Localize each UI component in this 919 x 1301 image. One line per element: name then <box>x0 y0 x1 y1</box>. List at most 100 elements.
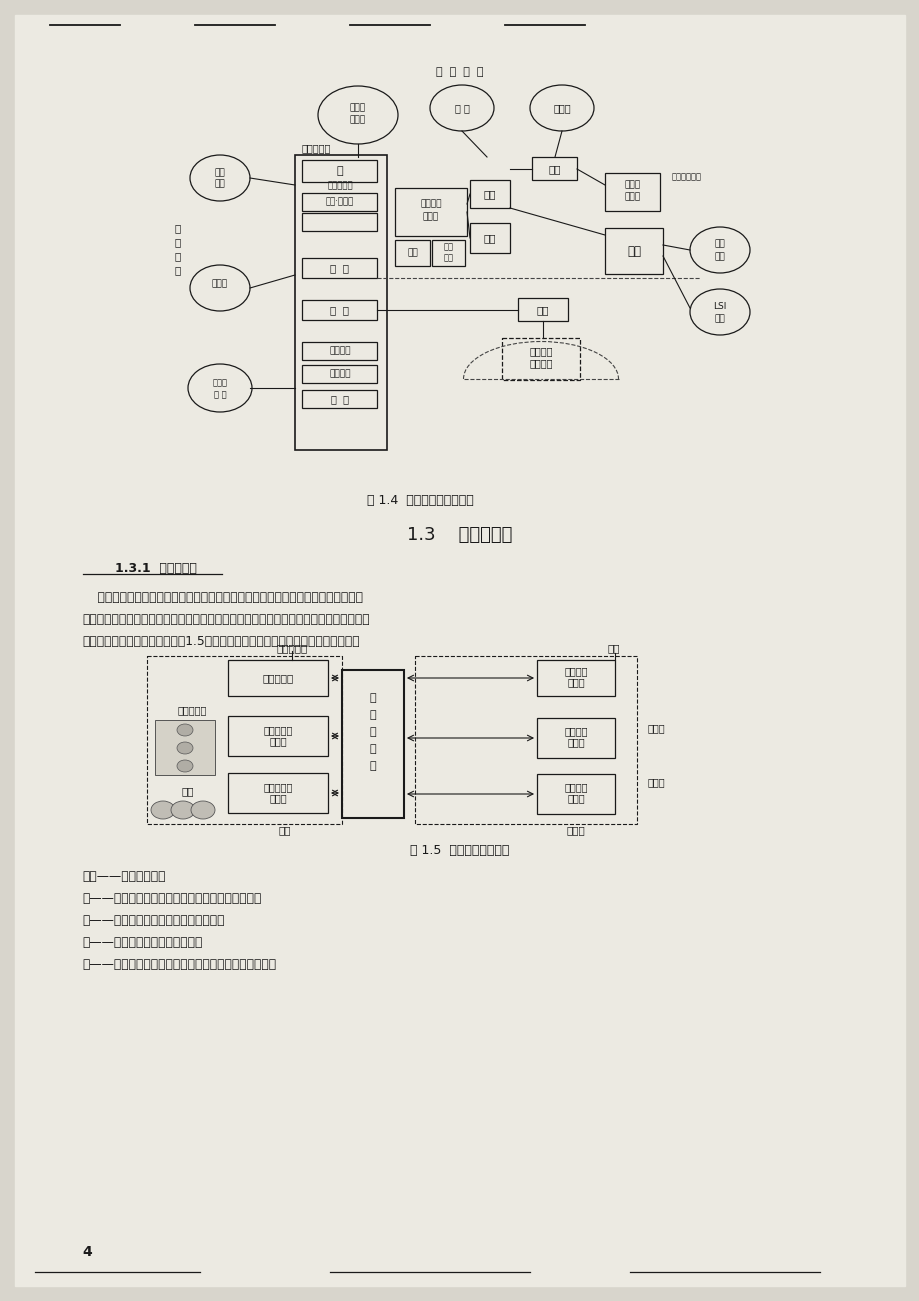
Text: 呢？首先想到的是制作和人类相似的硬件构成的系统。用计算机做机器人的头脑，并以它: 呢？首先想到的是制作和人类相似的硬件构成的系统。用计算机做机器人的头脑，并以它 <box>82 613 369 626</box>
Text: 系统: 系统 <box>714 239 724 248</box>
Bar <box>301 193 377 211</box>
Text: 程序语言: 程序语言 <box>528 358 552 368</box>
Text: 问题解决: 问题解决 <box>329 369 350 379</box>
Text: 作业: 作业 <box>444 254 453 263</box>
Text: 在追求「像人一样的机械」这一目标下，想要制造机器人，需要解决什么样的课题: 在追求「像人一样的机械」这一目标下，想要制造机器人，需要解决什么样的课题 <box>82 591 363 604</box>
Ellipse shape <box>190 265 250 311</box>
Text: LSI: LSI <box>712 302 726 311</box>
Text: 话筒: 话筒 <box>607 643 619 653</box>
Text: 中: 中 <box>369 693 376 703</box>
Text: 央: 央 <box>369 710 376 719</box>
Text: 听  觉: 听 觉 <box>330 263 349 273</box>
Bar <box>605 228 663 275</box>
Text: 近子能用: 近子能用 <box>420 199 441 208</box>
Text: 宇宙: 宇宙 <box>407 248 418 258</box>
Ellipse shape <box>429 85 494 131</box>
Text: 力学: 力学 <box>214 180 225 189</box>
Text: 口——扬声器，声音合成计算机。: 口——扬声器，声音合成计算机。 <box>82 935 202 948</box>
Bar <box>154 719 215 775</box>
Text: 生物学: 生物学 <box>211 280 228 289</box>
Text: 方: 方 <box>175 251 181 262</box>
Text: 生物: 生物 <box>214 169 225 177</box>
Text: 图 1.4  机器人研究的关系图: 图 1.4 机器人研究的关系图 <box>367 493 473 506</box>
Text: 视  觉: 视 觉 <box>330 304 349 315</box>
Bar <box>342 670 403 818</box>
Text: 高级作业: 高级作业 <box>528 346 552 356</box>
Text: 图 1.5  机器人的硬件系统: 图 1.5 机器人的硬件系统 <box>410 843 509 856</box>
Ellipse shape <box>689 226 749 273</box>
Text: 声音合成: 声音合成 <box>563 726 587 736</box>
Bar <box>301 366 377 382</box>
Bar <box>301 160 377 182</box>
Bar <box>295 155 387 450</box>
Text: 控制手臂的: 控制手臂的 <box>263 725 292 735</box>
Bar <box>228 716 328 756</box>
Bar <box>517 298 567 321</box>
Text: 险工作: 险工作 <box>349 116 366 125</box>
Text: 极限: 极限 <box>444 242 453 251</box>
Bar <box>228 773 328 813</box>
Text: 环境: 环境 <box>278 825 291 835</box>
Text: 算: 算 <box>369 744 376 755</box>
Bar <box>531 157 576 180</box>
Text: 机器人: 机器人 <box>624 193 641 202</box>
Text: 4: 4 <box>82 1245 92 1259</box>
Text: 工业用: 工业用 <box>624 181 641 190</box>
Ellipse shape <box>176 723 193 736</box>
Text: 假肢: 假肢 <box>548 164 561 174</box>
Text: 眼——电视摄像机，测量距离的系统，图像处理器。: 眼——电视摄像机，测量距离的系统，图像处理器。 <box>82 891 261 904</box>
Bar <box>537 660 614 696</box>
Text: 显示器用: 显示器用 <box>563 782 587 792</box>
Ellipse shape <box>191 801 215 820</box>
Ellipse shape <box>187 364 252 412</box>
Text: 自然语言: 自然语言 <box>329 346 350 355</box>
Text: 计算机: 计算机 <box>567 677 584 687</box>
Text: 技术: 技术 <box>714 252 724 262</box>
Text: 科 学: 科 学 <box>213 390 226 399</box>
Text: 芯机: 芯机 <box>714 315 724 324</box>
Text: 机械手: 机械手 <box>423 212 438 221</box>
Text: 研: 研 <box>175 222 181 233</box>
Text: 福利: 福利 <box>483 233 495 243</box>
Bar <box>537 718 614 758</box>
Bar <box>470 180 509 208</box>
Text: 计: 计 <box>369 727 376 736</box>
Text: 手——多关节机器人的手臂，各种传感器，控制计算机。: 手——多关节机器人的手臂，各种传感器，控制计算机。 <box>82 958 276 971</box>
Text: 电视摄像机: 电视摄像机 <box>276 643 307 653</box>
Text: 机: 机 <box>369 761 376 771</box>
Bar <box>301 390 377 409</box>
Text: 自动化: 自动化 <box>552 103 570 113</box>
Text: 计算机: 计算机 <box>567 736 584 747</box>
Text: 为中心，连接种种子系统，如图1.5所示。下面叙述这些子系统与人类器官的比较。: 为中心，连接种种子系统，如图1.5所示。下面叙述这些子系统与人类器官的比较。 <box>82 635 359 648</box>
Ellipse shape <box>171 801 195 820</box>
Text: 触觉·力感觉: 触觉·力感觉 <box>325 198 354 207</box>
Text: 检查: 检查 <box>536 304 549 315</box>
Text: 多关节的手: 多关节的手 <box>327 182 352 190</box>
Text: 计算机: 计算机 <box>212 379 227 388</box>
Bar <box>537 774 614 814</box>
Bar <box>147 656 342 824</box>
Bar <box>414 656 636 824</box>
Bar <box>605 173 659 211</box>
Text: 1.3    智能机器人: 1.3 智能机器人 <box>407 526 512 544</box>
Text: 多关节的臂: 多关节的臂 <box>177 705 207 716</box>
Text: 究: 究 <box>175 237 181 247</box>
Ellipse shape <box>318 86 398 144</box>
Ellipse shape <box>529 85 594 131</box>
Text: 计算机: 计算机 <box>269 736 287 745</box>
Ellipse shape <box>176 760 193 771</box>
Bar <box>470 222 509 252</box>
Text: 计算机: 计算机 <box>269 794 287 803</box>
Text: 足: 足 <box>336 167 343 176</box>
Text: 操作器: 操作器 <box>566 825 584 835</box>
Text: 显示器: 显示器 <box>647 777 665 787</box>
Text: 装配: 装配 <box>627 245 641 258</box>
Bar <box>502 338 579 380</box>
Text: 智能机器人: 智能机器人 <box>301 143 331 154</box>
Ellipse shape <box>151 801 175 820</box>
Bar <box>432 239 464 265</box>
Bar <box>301 213 377 232</box>
Bar <box>301 258 377 278</box>
Bar <box>394 239 429 265</box>
Ellipse shape <box>190 155 250 200</box>
